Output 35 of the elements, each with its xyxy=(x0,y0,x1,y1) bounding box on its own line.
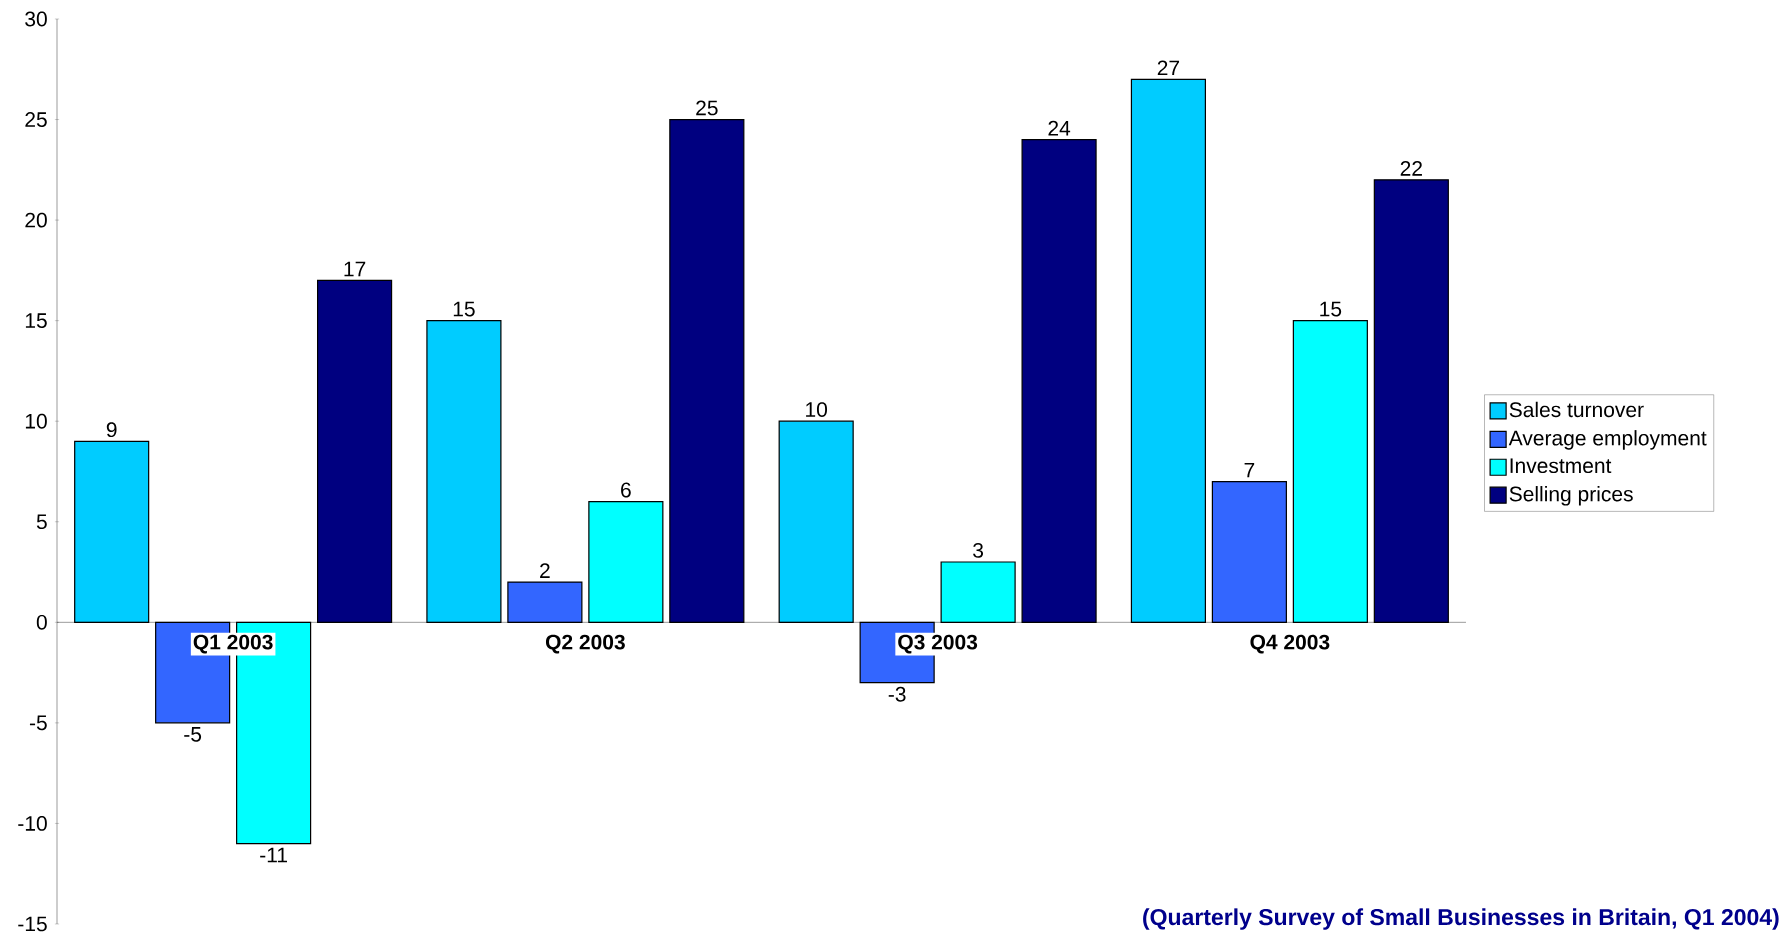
data-label: 22 xyxy=(1400,160,1422,176)
y-tick-label: 10 xyxy=(25,413,47,429)
data-label: 15 xyxy=(1320,301,1342,317)
data-label: 6 xyxy=(621,482,631,498)
y-tick-label: 30 xyxy=(25,11,47,27)
legend-label: Investment xyxy=(1510,458,1612,473)
data-label: 24 xyxy=(1048,120,1071,136)
y-tick-label: -15 xyxy=(18,916,47,932)
data-label: -3 xyxy=(888,686,906,702)
x-tick-label: Q4 2003 xyxy=(1250,634,1330,654)
y-tick-label: 15 xyxy=(25,313,47,328)
data-label: 17 xyxy=(344,261,366,277)
y-tick-label: 20 xyxy=(25,212,47,228)
data-label: -5 xyxy=(184,726,202,742)
data-label: 3 xyxy=(973,542,984,558)
x-tick-label: Q1 2003 xyxy=(193,634,273,654)
data-label: 2 xyxy=(540,563,550,578)
legend-label: Average employment xyxy=(1508,429,1707,450)
y-tick-label: 25 xyxy=(25,111,47,127)
data-label: 25 xyxy=(696,100,718,116)
y-tick-label: 5 xyxy=(36,514,47,529)
data-label: 15 xyxy=(453,301,475,317)
annotation: (Quarterly Survey of Small Businesses in Britain, Q1 2004) xyxy=(1143,908,1779,930)
x-tick-label: Q3 2003 xyxy=(898,634,978,654)
data-label: 10 xyxy=(806,401,828,417)
data-label: 7 xyxy=(1244,462,1255,478)
y-tick-label: -5 xyxy=(29,715,47,731)
legend-label: Selling prices xyxy=(1509,485,1633,506)
data-label: 27 xyxy=(1157,60,1180,75)
data-label: 9 xyxy=(106,422,117,437)
y-tick-label: 0 xyxy=(36,614,47,630)
x-tick-label: Q2 2003 xyxy=(545,634,625,654)
legend-label: Sales turnover xyxy=(1509,401,1644,418)
y-tick-label: -10 xyxy=(18,815,47,831)
data-label: -11 xyxy=(260,847,287,863)
